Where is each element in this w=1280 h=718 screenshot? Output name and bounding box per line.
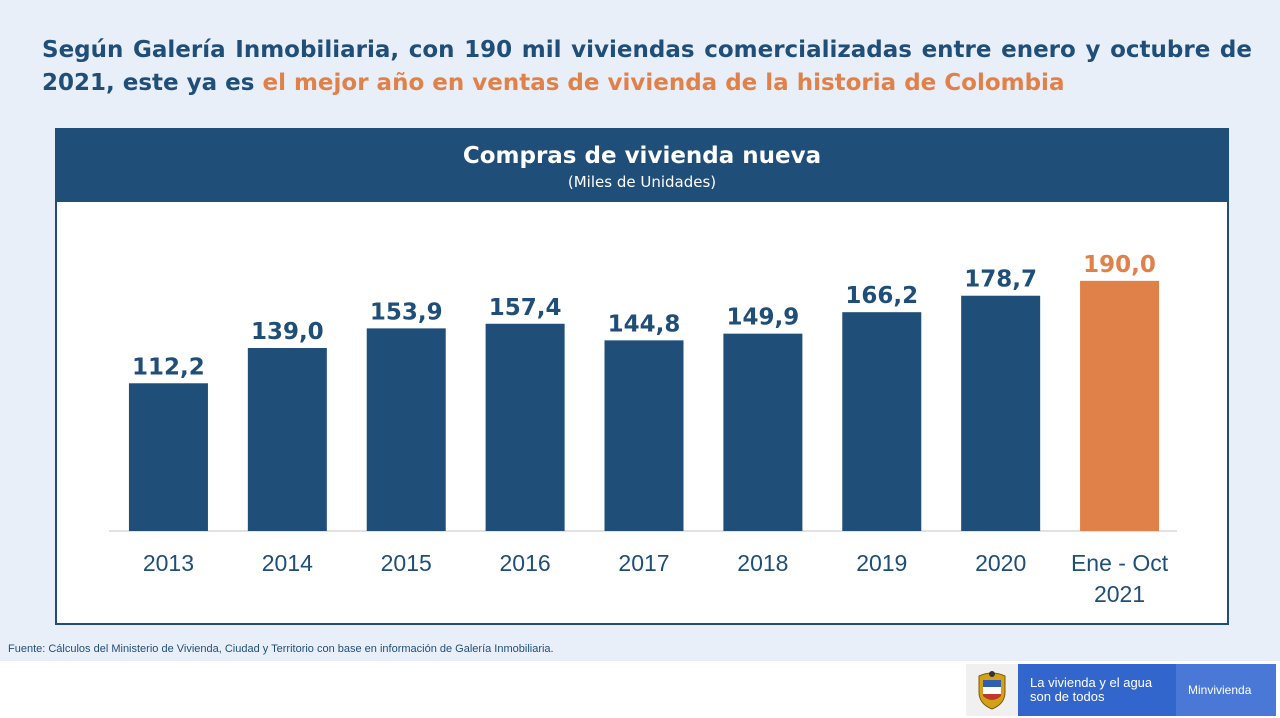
data-label-8: 190,0 <box>1083 252 1156 278</box>
chart-header: Compras de vivienda nueva (Miles de Unid… <box>57 130 1227 202</box>
bar-0 <box>128 383 208 531</box>
chart-title: Compras de vivienda nueva <box>462 143 822 169</box>
brand-bar: La vivienda y el agua son de todos Minvi… <box>966 664 1276 716</box>
headline-highlight: el mejor año en ventas de vivienda de la… <box>262 70 1065 96</box>
data-label-3: 157,4 <box>489 295 562 321</box>
data-label-6: 166,2 <box>845 283 918 309</box>
slogan-line-2: son de todos <box>1030 689 1105 704</box>
source-note: Fuente: Cálculos del Ministerio de Vivie… <box>8 643 554 655</box>
x-tick-label-1: 2014 <box>262 550 313 576</box>
x-tick-label-6: 2019 <box>856 550 907 576</box>
bar-2 <box>366 328 446 531</box>
x-tick-label-0: 2013 <box>143 550 194 576</box>
slogan-line-1: La vivienda y el agua <box>1030 675 1153 690</box>
colombia-coat-of-arms-icon <box>966 664 1018 716</box>
bar-7 <box>961 295 1041 531</box>
data-label-4: 144,8 <box>608 311 681 337</box>
x-tick-label-8: Ene - Oct <box>1071 550 1169 576</box>
data-label-0: 112,2 <box>132 354 205 380</box>
x-tick-label-7: 2020 <box>975 550 1026 576</box>
slogan: La vivienda y el agua son de todos <box>1018 664 1176 716</box>
data-label-2: 153,9 <box>370 299 443 325</box>
ministry-label: Minvivienda <box>1176 664 1276 716</box>
bar-6 <box>842 312 922 531</box>
bar-4 <box>604 340 684 531</box>
bar-5 <box>723 333 803 531</box>
bar-3 <box>485 323 565 531</box>
x-tick-label-4: 2017 <box>618 550 669 576</box>
x-tick-label-8-line-1: 2021 <box>1094 581 1145 607</box>
headline-text: Según Galería Inmobiliaria, con 190 mil … <box>42 37 1252 96</box>
x-tick-label-3: 2016 <box>500 550 551 576</box>
bar-1 <box>247 347 327 531</box>
bar-8 <box>1080 280 1160 531</box>
chart-subtitle: (Miles de Unidades) <box>567 173 717 191</box>
chart-panel: Compras de vivienda nueva (Miles de Unid… <box>55 128 1229 625</box>
data-label-5: 149,9 <box>727 305 800 331</box>
headline: Según Galería Inmobiliaria, con 190 mil … <box>42 34 1252 100</box>
data-label-1: 139,0 <box>251 319 324 345</box>
data-label-7: 178,7 <box>964 267 1037 293</box>
x-tick-label-5: 2018 <box>737 550 788 576</box>
bar-chart: 112,2 2013 139,0 2014 153,9 2015 157,4 2016 144,… <box>109 252 1177 607</box>
x-tick-label-2: 2015 <box>381 550 432 576</box>
